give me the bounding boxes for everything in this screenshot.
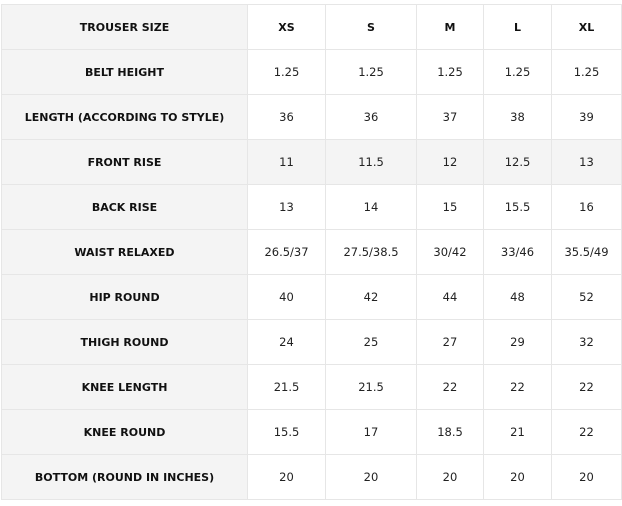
measurement-cell: 20 [551,454,622,500]
measurement-cell: 22 [416,364,484,410]
table-row: BELT HEIGHT 1.25 1.25 1.25 1.25 1.25 [1,49,622,95]
measurement-cell: 32 [551,319,622,365]
row-label: BOTTOM (ROUND IN INCHES) [1,454,248,500]
measurement-cell: 39 [551,94,622,140]
table-row: KNEE LENGTH 21.5 21.5 22 22 22 [1,364,622,410]
row-label: BACK RISE [1,184,248,230]
measurement-cell: 11 [247,139,326,185]
measurement-cell: 33/46 [483,229,552,275]
header-row: TROUSER SIZE XS S M L XL [1,4,622,50]
size-header-xs: XS [247,4,326,50]
measurement-cell: 29 [483,319,552,365]
row-label: BELT HEIGHT [1,49,248,95]
measurement-cell: 15.5 [247,409,326,455]
measurement-cell: 26.5/37 [247,229,326,275]
measurement-cell: 13 [247,184,326,230]
measurement-cell: 44 [416,274,484,320]
measurement-cell: 1.25 [247,49,326,95]
measurement-cell: 21.5 [247,364,326,410]
measurement-cell: 12.5 [483,139,552,185]
size-header-s: S [325,4,417,50]
row-label: LENGTH (ACCORDING TO STYLE) [1,94,248,140]
table-row: BOTTOM (ROUND IN INCHES) 20 20 20 20 20 [1,454,622,500]
table-row: FRONT RISE 11 11.5 12 12.5 13 [1,139,622,185]
measurement-cell: 12 [416,139,484,185]
row-label: KNEE LENGTH [1,364,248,410]
size-header-l: L [483,4,552,50]
table-row: WAIST RELAXED 26.5/37 27.5/38.5 30/42 33/46 3… [1,229,622,275]
measurement-cell: 1.25 [325,49,417,95]
measurement-cell: 1.25 [551,49,622,95]
measurement-cell: 20 [247,454,326,500]
measurement-cell: 30/42 [416,229,484,275]
table-row: KNEE ROUND 15.5 17 18.5 21 22 [1,409,622,455]
measurement-cell: 36 [325,94,417,140]
header-label: TROUSER SIZE [1,4,248,50]
measurement-cell: 22 [551,364,622,410]
measurement-cell: 21.5 [325,364,417,410]
row-label: KNEE ROUND [1,409,248,455]
row-label: HIP ROUND [1,274,248,320]
measurement-cell: 17 [325,409,417,455]
measurement-cell: 24 [247,319,326,365]
row-label: THIGH ROUND [1,319,248,365]
measurement-cell: 18.5 [416,409,484,455]
measurement-cell: 35.5/49 [551,229,622,275]
table-row: BACK RISE 13 14 15 15.5 16 [1,184,622,230]
size-chart-table: TROUSER SIZE XS S M L XL BELT HEIGHT 1.25… [1,4,622,500]
measurement-cell: 27.5/38.5 [325,229,417,275]
row-label: FRONT RISE [1,139,248,185]
measurement-cell: 15 [416,184,484,230]
table-row: HIP ROUND 40 42 44 48 52 [1,274,622,320]
measurement-cell: 48 [483,274,552,320]
size-header-xl: XL [551,4,622,50]
measurement-cell: 13 [551,139,622,185]
measurement-cell: 22 [483,364,552,410]
measurement-cell: 21 [483,409,552,455]
measurement-cell: 20 [416,454,484,500]
measurement-cell: 1.25 [483,49,552,95]
measurement-cell: 15.5 [483,184,552,230]
measurement-cell: 20 [325,454,417,500]
measurement-cell: 25 [325,319,417,365]
measurement-cell: 27 [416,319,484,365]
measurement-cell: 42 [325,274,417,320]
measurement-cell: 14 [325,184,417,230]
table-row: LENGTH (ACCORDING TO STYLE) 36 36 37 38 39 [1,94,622,140]
measurement-cell: 40 [247,274,326,320]
measurement-cell: 38 [483,94,552,140]
size-header-m: M [416,4,484,50]
measurement-cell: 22 [551,409,622,455]
row-label: WAIST RELAXED [1,229,248,275]
measurement-cell: 36 [247,94,326,140]
table-row: THIGH ROUND 24 25 27 29 32 [1,319,622,365]
measurement-cell: 16 [551,184,622,230]
measurement-cell: 11.5 [325,139,417,185]
measurement-cell: 20 [483,454,552,500]
measurement-cell: 1.25 [416,49,484,95]
measurement-cell: 52 [551,274,622,320]
measurement-cell: 37 [416,94,484,140]
